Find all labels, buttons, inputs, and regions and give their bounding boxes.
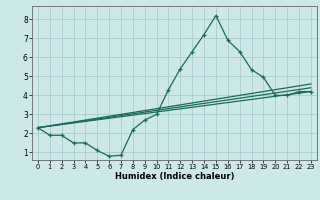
X-axis label: Humidex (Indice chaleur): Humidex (Indice chaleur) [115,172,234,181]
